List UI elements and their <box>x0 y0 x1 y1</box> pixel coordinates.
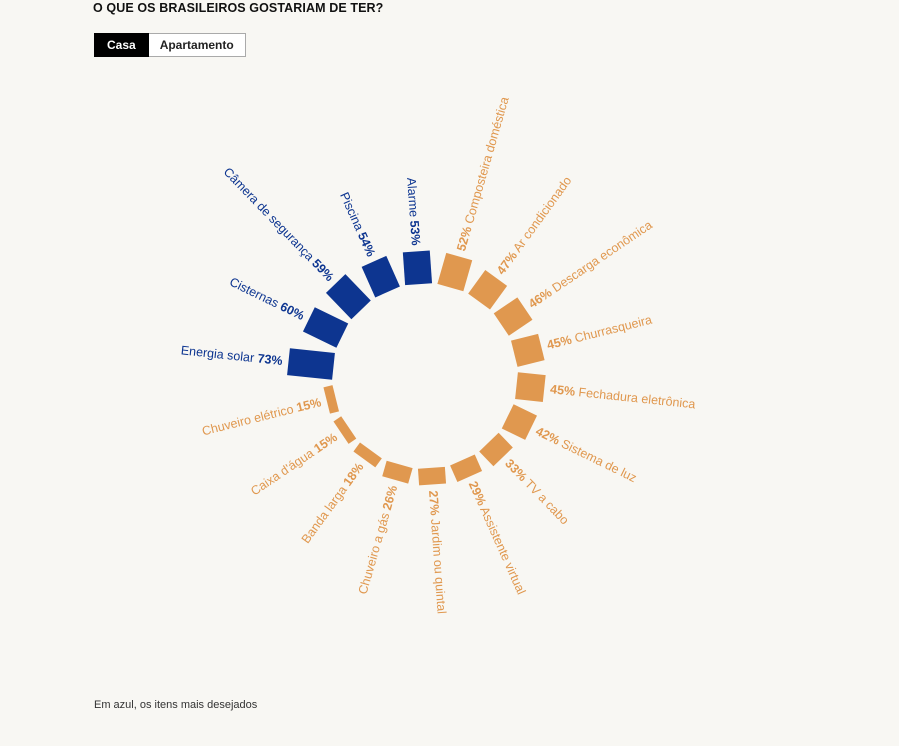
bar-category: Descarga econômica <box>547 218 655 297</box>
bar-banda-larga <box>353 442 382 468</box>
tab-apartamento[interactable]: Apartamento <box>148 33 246 57</box>
bar-value: 52% <box>454 225 474 253</box>
bar-value: 73% <box>257 351 283 368</box>
bar-descarga-econ-mica <box>493 297 533 336</box>
bar-label: Cisternas 60% <box>227 275 306 323</box>
bar-label: Chuveiro a gás 26% <box>356 484 400 596</box>
bar-c-mera-de-seguran-a <box>325 274 371 320</box>
bar-label: Caixa d'água 15% <box>248 430 340 498</box>
bar-category: Banda larga <box>299 480 352 546</box>
bar-label: 46% Descarga econômica <box>526 218 655 311</box>
bar-category: Assistente virtual <box>476 502 528 597</box>
bar-label: 47% Ar condicionado <box>494 174 574 277</box>
bar-category: Churrasqueira <box>570 313 654 347</box>
bar-category: Jardim ou quintal <box>428 515 449 614</box>
bar-composteira-dom-stica <box>437 252 473 292</box>
bar-fechadura-eletr-nica <box>515 372 546 402</box>
bar-label: Energia solar 73% <box>180 343 283 368</box>
bar-chuveiro-a-g-s <box>382 460 413 484</box>
bar-label: 33% TV a cabo <box>502 456 571 527</box>
bar-label: Banda larga 18% <box>299 460 367 546</box>
bar-category: Energia solar <box>180 343 258 365</box>
bar-label: Chuveiro elétrico 15% <box>201 395 323 438</box>
bar-assistente-virtual <box>450 454 483 482</box>
bar-caixa-d-gua <box>333 416 357 444</box>
bar-label: 27% Jardim ou quintal <box>426 490 449 614</box>
bar-energia-solar <box>287 348 335 380</box>
bar-churrasqueira <box>511 333 545 367</box>
bar-value: 45% <box>546 333 574 353</box>
bar-label: Câmera de segurança 59% <box>221 165 337 284</box>
bar-value: 18% <box>340 460 366 488</box>
bar-value: 15% <box>295 395 323 415</box>
chart-footnote: Em azul, os itens mais desejados <box>94 699 258 711</box>
bar-tv-a-cabo <box>479 432 513 467</box>
bar-piscina <box>361 255 400 298</box>
bar-label: 45% Churrasqueira <box>546 313 654 353</box>
bar-category: Cisternas <box>227 275 284 312</box>
bar-category: TV a cabo <box>520 474 572 527</box>
bar-sistema-de-luz <box>501 404 538 440</box>
bar-category: Ar condicionado <box>509 174 575 257</box>
bar-jardim-ou-quintal <box>417 466 447 486</box>
bar-category: Fechadura eletrônica <box>574 385 696 412</box>
bar-value: 26% <box>380 484 400 512</box>
bar-value: 27% <box>426 490 442 516</box>
bar-label: Alarme 53% <box>404 177 423 246</box>
bar-category: Câmera de segurança <box>221 165 319 266</box>
bar-category: Chuveiro a gás <box>356 508 394 596</box>
bar-label: 29% Assistente virtual <box>466 479 529 596</box>
tab-casa[interactable]: Casa <box>94 33 149 57</box>
bar-category: Chuveiro elétrico <box>201 401 299 438</box>
bar-label: 52% Composteira doméstica <box>454 95 512 253</box>
bar-label: 42% Sistema de luz <box>533 424 638 485</box>
bar-value: 15% <box>311 430 340 456</box>
bar-ar-condicionado <box>468 270 508 310</box>
bar-category: Piscina <box>337 190 368 236</box>
bar-label: Piscina 54% <box>337 190 378 259</box>
bar-label: 45% Fechadura eletrônica <box>549 382 696 411</box>
bar-category: Alarme <box>404 177 421 221</box>
bar-cisternas <box>302 307 349 348</box>
bar-value: 54% <box>355 230 378 259</box>
bar-value: 60% <box>278 299 307 323</box>
bar-alarme <box>402 250 433 286</box>
bar-value: 53% <box>407 220 423 246</box>
bar-chuveiro-el-trico <box>323 385 339 414</box>
bar-category: Sistema de luz <box>556 435 639 485</box>
tab-group: Casa Apartamento <box>94 33 246 57</box>
bar-category: Caixa d'água <box>248 444 319 498</box>
bar-category: Composteira doméstica <box>461 95 512 228</box>
chart-title: O QUE OS BRASILEIROS GOSTARIAM DE TER? <box>93 1 384 15</box>
bar-value: 45% <box>549 382 575 399</box>
